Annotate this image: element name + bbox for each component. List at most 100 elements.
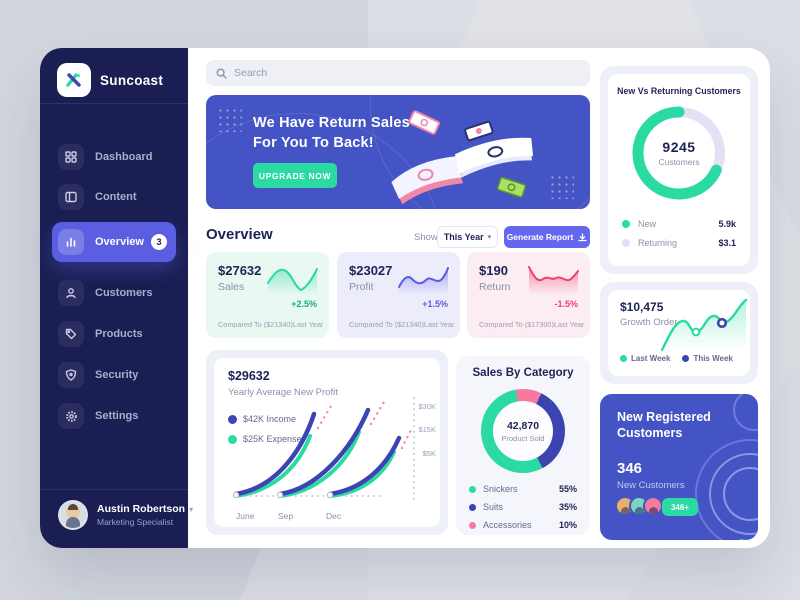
legend-item-snickers: Snickers 55% (469, 480, 577, 498)
legend-label: Accessories (483, 520, 532, 530)
sidebar-item-customers[interactable]: Customers (52, 275, 176, 311)
new-vs-returning-card: New Vs Returning Customers 9245 Customer… (608, 74, 750, 266)
bar-chart-icon (58, 229, 84, 255)
profit-chart-subtitle: Yearly Average New Profit (228, 387, 338, 398)
dot-grid (549, 174, 574, 199)
legend-dot (469, 521, 476, 529)
sidebar-item-dashboard[interactable]: Dashboard (52, 139, 176, 175)
return-sparkline (528, 266, 579, 295)
customer-avatars (615, 496, 663, 516)
divider (40, 489, 188, 490)
generate-report-button[interactable]: Generate Report (504, 226, 590, 248)
user-profile[interactable]: Austin Robertson ▾ Marketing Specialist (58, 500, 193, 530)
legend-item-this-week: This Week (682, 354, 733, 363)
legend-dot (682, 355, 690, 362)
legend-label: Last Week (631, 354, 671, 363)
grid-icon (58, 144, 84, 170)
category-center-label: Product Sold (501, 433, 545, 443)
stat-delta: -1.5% (554, 299, 578, 309)
period-dropdown[interactable]: This Year ▾ (437, 226, 498, 248)
sidebar-item-products[interactable]: Products (52, 316, 176, 352)
legend-label: New (638, 218, 657, 229)
sidebar-item-label: Customers (95, 287, 153, 299)
sales-by-category-card: Sales By Category 42,870 Product Sold Sn… (456, 356, 590, 535)
category-donut-center: 42,870 Product Sold (493, 401, 553, 461)
legend-income: $42K Income (228, 414, 296, 424)
legend-item-last-week: Last Week (620, 354, 670, 363)
period-value: This Year (443, 232, 484, 242)
shield-icon (58, 362, 84, 388)
nvr-donut-center: 9245 Customers (631, 105, 727, 201)
sidebar-item-label: Overview (95, 236, 144, 248)
category-legend: Snickers 55% Suits 35% Accessories 10% (469, 480, 577, 534)
legend-percent: 10% (558, 520, 577, 530)
sidebar-item-overview[interactable]: Overview 3 (52, 222, 176, 262)
stat-value: $27632 (218, 263, 262, 278)
legend-dot (469, 485, 476, 493)
category-title: Sales By Category (472, 367, 574, 379)
profit-sparkline (398, 267, 449, 295)
legend-label: Snickers (483, 484, 518, 494)
more-customers-badge[interactable]: 346+ (662, 498, 698, 516)
user-role: Marketing Specialist (97, 517, 174, 527)
legend-item-accessories: Accessories 10% (469, 516, 577, 534)
stat-compare: Compared To ($21340)Last Year (349, 320, 455, 329)
avatar (643, 496, 663, 516)
legend-item-returning: Returning $3.1 (622, 233, 736, 252)
sidebar-item-settings[interactable]: Settings (52, 398, 176, 434)
sidebar-item-security[interactable]: Security (52, 357, 176, 393)
new-registered-count: 346 (617, 460, 643, 477)
stat-compare: Compared To ($17300)Last Year (479, 320, 585, 329)
nvr-title: New Vs Returning Customers (617, 86, 741, 96)
y-tick: $15K (418, 425, 436, 434)
download-icon (578, 232, 587, 241)
y-tick: $5K (422, 449, 436, 458)
sidebar-item-label: Dashboard (95, 151, 153, 163)
new-registered-title: New Registered Customers (617, 410, 711, 441)
growth-order-card: $10,475 Growth Order Last Week This Week (608, 290, 750, 376)
legend-label: This Week (693, 354, 733, 363)
legend-dot (469, 503, 476, 511)
stat-value: $23027 (349, 263, 393, 278)
app-title: Suncoast (100, 72, 164, 88)
stat-delta: +2.5% (291, 299, 317, 309)
user-avatar (58, 500, 88, 530)
upgrade-now-button[interactable]: UPGRADE NOW (253, 163, 337, 188)
search-icon (216, 67, 227, 79)
stat-delta: +1.5% (422, 299, 448, 309)
stat-label: Sales (218, 281, 245, 293)
sidebar-item-label: Products (95, 328, 143, 340)
legend-item-new: New 5.9k (622, 214, 736, 233)
new-registered-card: New Registered Customers 346 New Custome… (600, 394, 758, 540)
x-tick: Dec (326, 511, 342, 521)
stat-label: Profit (349, 281, 374, 293)
stat-label: Return (479, 281, 511, 293)
show-label: Show: (414, 232, 441, 243)
search-input[interactable] (234, 67, 580, 79)
legend-label: Returning (638, 237, 678, 248)
x-tick: Sep (278, 511, 294, 521)
decor-arcs (695, 394, 758, 540)
growth-area-chart (660, 298, 748, 352)
legend-value: 5.9k (718, 218, 736, 229)
divider (40, 103, 188, 104)
legend-percent: 35% (558, 502, 577, 512)
nvr-center-label: Customers (658, 157, 700, 167)
gear-icon (58, 403, 84, 429)
person-icon (58, 280, 84, 306)
legend-item-suits: Suits 35% (469, 498, 577, 516)
legend-dot (622, 238, 630, 247)
legend-dot (228, 434, 237, 444)
sidebar-item-label: Settings (95, 410, 139, 422)
nvr-center-value: 9245 (662, 139, 696, 155)
legend-dot (620, 355, 627, 362)
y-tick: $30K (418, 402, 436, 411)
promo-banner: We Have Return Sales For You To Back! UP… (206, 95, 590, 209)
sidebar-item-label: Content (95, 191, 137, 203)
legend-dot (622, 219, 630, 228)
content-icon (58, 184, 84, 210)
x-tick: June (236, 511, 255, 521)
growth-legend: Last Week This Week (620, 354, 733, 363)
dot-grid (217, 107, 242, 132)
sidebar-item-content[interactable]: Content (52, 179, 176, 215)
